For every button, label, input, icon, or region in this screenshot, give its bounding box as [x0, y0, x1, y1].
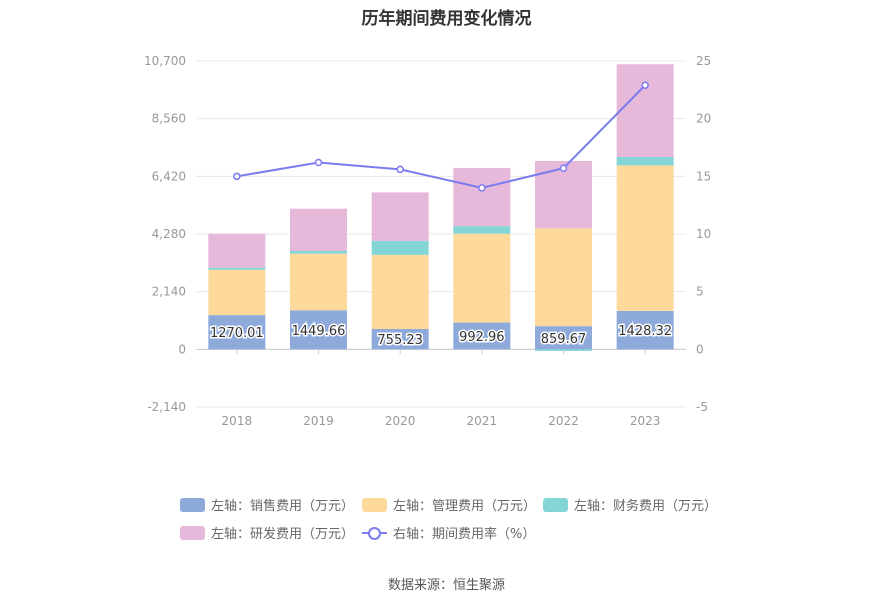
- left-axis-tick-label: 0: [178, 342, 186, 356]
- right-axis-tick-label: 25: [696, 54, 711, 68]
- bar-sales: [616, 310, 674, 350]
- chart-title: 历年期间费用变化情况: [361, 9, 532, 29]
- bar-admin: [616, 165, 674, 311]
- bar-admin: [535, 228, 592, 327]
- legend-swatch-finance: [543, 497, 568, 512]
- legend-swatch-admin: [362, 497, 387, 512]
- bar-finance: [616, 156, 674, 166]
- bar-admin: [208, 269, 266, 316]
- right-axis-tick-label: 20: [696, 112, 711, 126]
- right-axis-tick-label: -5: [696, 400, 708, 414]
- legend-label-rate: 右轴：期间费用率（%）: [393, 527, 536, 542]
- bar-data-label: 1449.66: [292, 324, 346, 339]
- bar-admin: [371, 254, 429, 329]
- legend-label-sales: 左轴：销售费用（万元）: [211, 499, 355, 514]
- right-axis-tick-label: 10: [696, 227, 711, 241]
- x-axis-tick-label: 2019: [303, 414, 334, 428]
- bar-data-label: 859.67: [541, 332, 587, 347]
- x-axis-tick-label: 2018: [222, 414, 253, 428]
- line-rate-point: [478, 184, 486, 192]
- legend-label-rd: 左轴：研发费用（万元）: [211, 527, 355, 542]
- x-axis-tick-label: 2023: [630, 414, 661, 428]
- line-rate: [236, 84, 646, 189]
- bar-data-label: 1428.32: [618, 324, 672, 339]
- line-rate-point: [396, 165, 404, 174]
- bar-data-label: 1270.01: [210, 326, 264, 341]
- bar-finance: [535, 349, 592, 351]
- x-axis-tick-label: 2022: [548, 414, 579, 428]
- x-axis-tick-label: 2020: [385, 414, 416, 428]
- bar-sales: [371, 328, 429, 350]
- legend-label-admin: 左轴：管理费用（万元）: [393, 499, 537, 514]
- legend-item-rate[interactable]: 右轴：期间费用率（%）: [362, 523, 535, 542]
- x-axis-tick-label: 2021: [467, 414, 498, 428]
- bar-data-label: 992.96: [459, 330, 505, 345]
- left-axis-tick-label: 10,700: [144, 54, 186, 68]
- legend-label-finance: 左轴：财务费用（万元）: [574, 499, 718, 514]
- left-axis-tick-label: 2,140: [152, 285, 186, 299]
- line-rate-point: [641, 81, 649, 89]
- bar-finance: [208, 267, 266, 270]
- bar-sales: [208, 315, 266, 350]
- bar-admin: [290, 253, 347, 311]
- right-axis-tick-label: 15: [696, 169, 711, 183]
- bar-sales: [290, 310, 347, 350]
- left-axis-tick-label: 4,280: [152, 227, 186, 241]
- line-rate-point: [233, 172, 241, 181]
- legend-item-admin[interactable]: 左轴：管理费用（万元）: [362, 495, 536, 514]
- legend-item-finance[interactable]: 左轴：财务费用（万元）: [543, 495, 717, 514]
- bar-rd: [290, 208, 347, 251]
- data-source: 数据来源：恒生聚源: [387, 578, 505, 593]
- right-axis-tick-label: 5: [696, 285, 704, 299]
- legend-item-rd[interactable]: 左轴：研发费用（万元）: [180, 523, 354, 542]
- bar-rd: [453, 167, 511, 227]
- legend-line-rate-icon: [362, 526, 387, 540]
- right-axis-tick-label: 0: [696, 342, 704, 356]
- line-rate-point: [559, 164, 568, 173]
- legend-item-sales[interactable]: 左轴：销售费用（万元）: [180, 495, 354, 514]
- bar-rd: [616, 64, 674, 157]
- bar-sales: [535, 326, 592, 350]
- bar-finance: [371, 240, 429, 255]
- bar-finance: [290, 250, 347, 254]
- left-axis-tick-label: 6,420: [152, 169, 186, 183]
- left-axis-tick-label: -2,140: [147, 400, 186, 414]
- line-rate-point: [314, 158, 323, 167]
- bar-finance: [453, 226, 511, 234]
- bar-data-label: 755.23: [377, 333, 423, 348]
- bar-admin: [453, 233, 511, 323]
- bar-sales: [453, 322, 511, 350]
- bar-rd: [371, 192, 429, 241]
- legend-swatch-rd: [180, 525, 205, 540]
- left-axis-tick-label: 8,560: [152, 112, 186, 126]
- chart-area: 10,700 25 8,560 20 6,420 15 4,280 10 2,140 5 0 0 -2,…: [144, 54, 711, 428]
- legend-swatch-sales: [180, 497, 205, 512]
- bar-rd: [208, 233, 266, 268]
